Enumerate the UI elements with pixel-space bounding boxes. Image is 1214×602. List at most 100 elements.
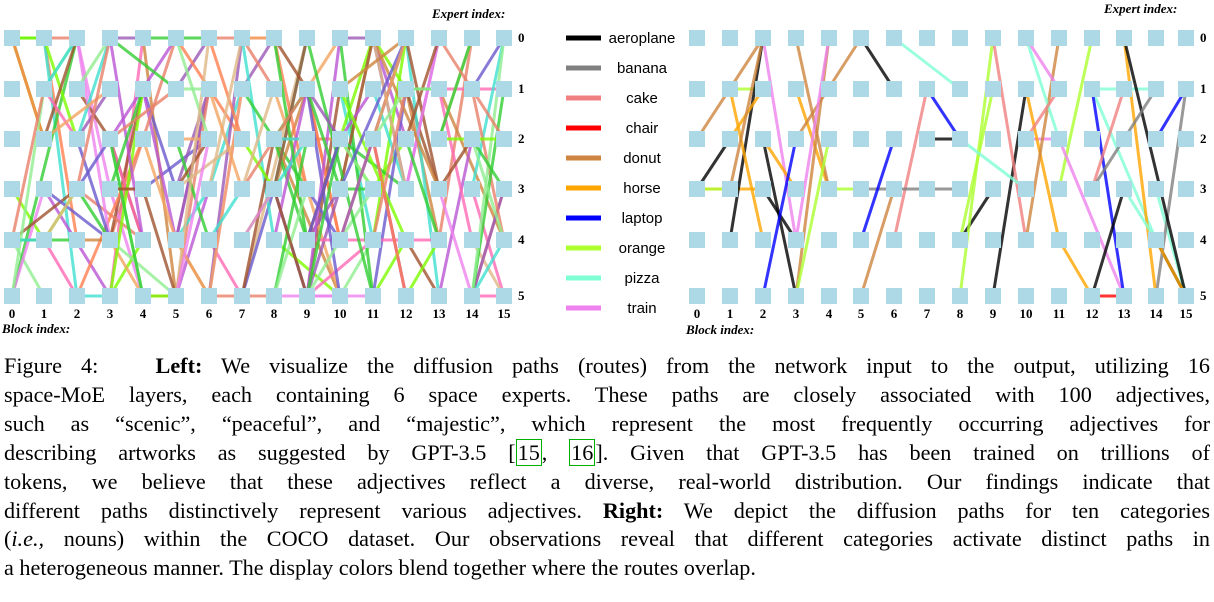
left-expert-node — [4, 81, 20, 97]
left-route-edge — [470, 137, 506, 242]
left-block-tick: 1 — [41, 306, 48, 321]
left-route-edge — [75, 137, 112, 191]
right-expert-node — [1018, 81, 1034, 97]
right-expert-node — [1178, 181, 1194, 197]
left-route-edge — [108, 87, 145, 298]
right-expert-node — [853, 30, 869, 46]
left-expert-node — [69, 81, 85, 97]
left-route-edge — [470, 36, 506, 91]
right-expert-node — [919, 131, 935, 147]
left-route-edge — [108, 137, 145, 298]
left-expert-node — [299, 81, 315, 97]
left-expert-node — [464, 81, 480, 97]
legend-label-chair: chair — [626, 120, 659, 137]
right-expert-node — [722, 81, 738, 97]
right-expert-node — [1178, 232, 1194, 248]
right-block-tick: 8 — [957, 306, 964, 321]
right-route-edge — [1122, 187, 1158, 242]
left-expert-tick: 1 — [518, 81, 525, 96]
left-block-tick: 10 — [334, 306, 347, 321]
right-route-edge — [892, 87, 929, 242]
right-block-tick: 15 — [1180, 306, 1194, 321]
left-expert-node — [234, 81, 250, 97]
left-expert-node — [69, 131, 85, 147]
left-route-edge — [108, 238, 145, 298]
left-expert-node — [102, 288, 118, 304]
right-expert-node — [1084, 131, 1100, 147]
left-expert-node — [365, 181, 381, 197]
left-route-edge — [75, 36, 112, 141]
left-route-edge — [108, 36, 178, 91]
right-expert-node — [1116, 181, 1132, 197]
left-route-edge — [338, 137, 375, 191]
right-expert-node — [1018, 288, 1034, 304]
left-route-edge — [338, 137, 375, 242]
left-route-edge — [437, 187, 474, 298]
right-block-tick: 4 — [826, 306, 833, 321]
right-expert-node — [755, 181, 771, 197]
right-expert-ticks: 0 1 2 3 4 5 — [1200, 30, 1207, 303]
right-expert-node — [919, 81, 935, 97]
left-expert-node — [496, 232, 512, 248]
caption-line-8: a heterogeneous manner. The display colo… — [4, 555, 756, 581]
left-expert-node — [299, 181, 315, 197]
left-route-edge — [272, 187, 309, 298]
left-expert-tick: 5 — [518, 288, 525, 303]
right-expert-node — [722, 30, 738, 46]
left-expert-node — [266, 288, 282, 304]
left-block-tick: 9 — [304, 306, 311, 321]
left-expert-node — [464, 30, 480, 46]
left-expert-node — [332, 288, 348, 304]
right-expert-node — [722, 131, 738, 147]
left-expert-node — [102, 131, 118, 147]
right-route-edge — [1090, 187, 1126, 298]
right-expert-node — [1148, 131, 1164, 147]
right-route-edge — [1024, 36, 1061, 242]
right-expert-node — [952, 288, 968, 304]
left-block-axis-title: Block index: — [1, 321, 70, 336]
citation-link-15[interactable]: 15 — [515, 438, 542, 466]
left-route-edge — [108, 238, 178, 298]
right-expert-node — [1084, 181, 1100, 197]
right-expert-node — [1018, 131, 1034, 147]
left-expert-node — [135, 181, 151, 197]
left-route-edges — [10, 36, 506, 298]
left-route-edge — [272, 137, 309, 298]
right-route-edge — [958, 137, 1028, 191]
left-expert-node — [398, 181, 414, 197]
citation-link-16[interactable]: 16 — [569, 438, 596, 466]
right-expert-node — [689, 232, 705, 248]
left-route-edge — [305, 238, 342, 298]
left-route-edge — [10, 87, 46, 298]
caption-right-label: Right: — [602, 497, 664, 523]
caption-line-7-open: ( — [4, 526, 12, 552]
caption-ie: i.e., — [11, 526, 45, 552]
left-expert-node — [266, 30, 282, 46]
left-expert-node — [431, 181, 447, 197]
left-route-edge — [174, 137, 211, 242]
left-expert-node — [365, 288, 381, 304]
left-route-edge — [272, 137, 309, 242]
right-expert-node — [689, 288, 705, 304]
right-expert-node — [1018, 181, 1034, 197]
left-route-edge — [338, 36, 375, 141]
right-expert-node — [886, 181, 902, 197]
left-expert-node — [464, 181, 480, 197]
right-expert-node — [1084, 288, 1100, 304]
right-expert-node — [788, 181, 804, 197]
left-expert-node — [4, 232, 20, 248]
right-block-axis-title: Block index: — [685, 322, 754, 337]
figure-4: Expert index: Block index: 0 1 2 3 4 5 6 7 8 9 10 1… — [1, 1, 1207, 337]
left-expert-node — [431, 232, 447, 248]
left-expert-node — [168, 288, 184, 304]
caption-line-3: such as “scenic”, “peaceful”, and “majes… — [4, 410, 1210, 436]
left-expert-node — [266, 81, 282, 97]
right-expert-node — [1148, 288, 1164, 304]
left-route-edge — [404, 36, 441, 191]
left-expert-node — [365, 131, 381, 147]
right-expert-node — [886, 288, 902, 304]
left-route-edge — [338, 36, 408, 91]
caption-ref-separator: , — [541, 439, 570, 465]
left-expert-node — [266, 181, 282, 197]
left-expert-node — [398, 288, 414, 304]
